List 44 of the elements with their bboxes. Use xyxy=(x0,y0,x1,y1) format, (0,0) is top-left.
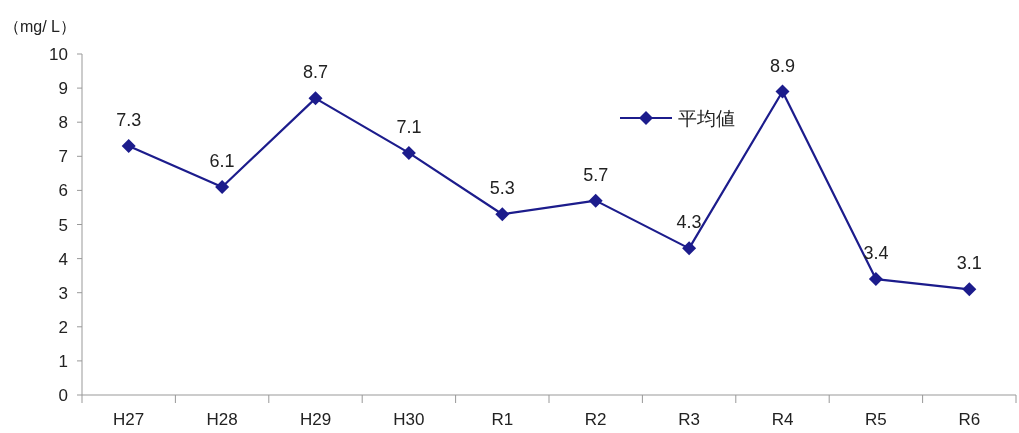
point xyxy=(682,241,697,256)
data-label: 6.1 xyxy=(209,150,235,171)
data-label: 8.7 xyxy=(302,62,329,83)
legend: 平均値 xyxy=(620,108,735,129)
data-label: 7.3 xyxy=(116,110,142,131)
point xyxy=(588,193,603,208)
y-tick-label: 6 xyxy=(58,181,68,201)
x-tick-label: H27 xyxy=(113,410,145,429)
point xyxy=(495,207,510,222)
y-tick-label: 4 xyxy=(58,249,68,269)
y-tick-label: 5 xyxy=(58,215,68,235)
y-tick-label: 2 xyxy=(58,317,68,337)
data-label: 3.4 xyxy=(863,243,889,264)
x-tick-label: R4 xyxy=(771,410,794,429)
x-tick-label: H28 xyxy=(206,410,238,429)
data-label: 4.3 xyxy=(676,212,702,233)
y-tick-label: 3 xyxy=(58,283,68,303)
y-tick-label: 8 xyxy=(58,113,68,133)
x-tick-label: H29 xyxy=(299,410,332,429)
point xyxy=(868,272,883,287)
data-label: 7.1 xyxy=(396,116,422,137)
point xyxy=(962,282,977,297)
point xyxy=(215,179,230,194)
data-label: 8.9 xyxy=(769,55,796,76)
x-tick-label: R3 xyxy=(678,410,700,429)
point xyxy=(121,139,136,154)
point xyxy=(775,84,790,99)
x-tick-label: H30 xyxy=(393,410,425,429)
y-tick-label: 0 xyxy=(58,386,68,405)
y-tick-label: 1 xyxy=(58,351,68,371)
legend-label: 平均値 xyxy=(678,108,735,129)
x-tick-label: R6 xyxy=(958,410,981,429)
point xyxy=(401,145,416,160)
y-axis-title: （mg/ L） xyxy=(4,18,77,35)
data-label: 5.3 xyxy=(489,178,515,199)
x-tick-label: R5 xyxy=(865,410,887,429)
y-tick-label: 7 xyxy=(58,147,68,167)
data-label: 5.7 xyxy=(583,164,609,185)
x-tick-label: R2 xyxy=(584,410,607,429)
point xyxy=(308,91,323,106)
x-tick-label: R1 xyxy=(491,410,514,429)
y-tick-label: 9 xyxy=(58,79,68,99)
data-label: 3.1 xyxy=(956,253,982,274)
y-tick-label: 10 xyxy=(49,45,68,64)
